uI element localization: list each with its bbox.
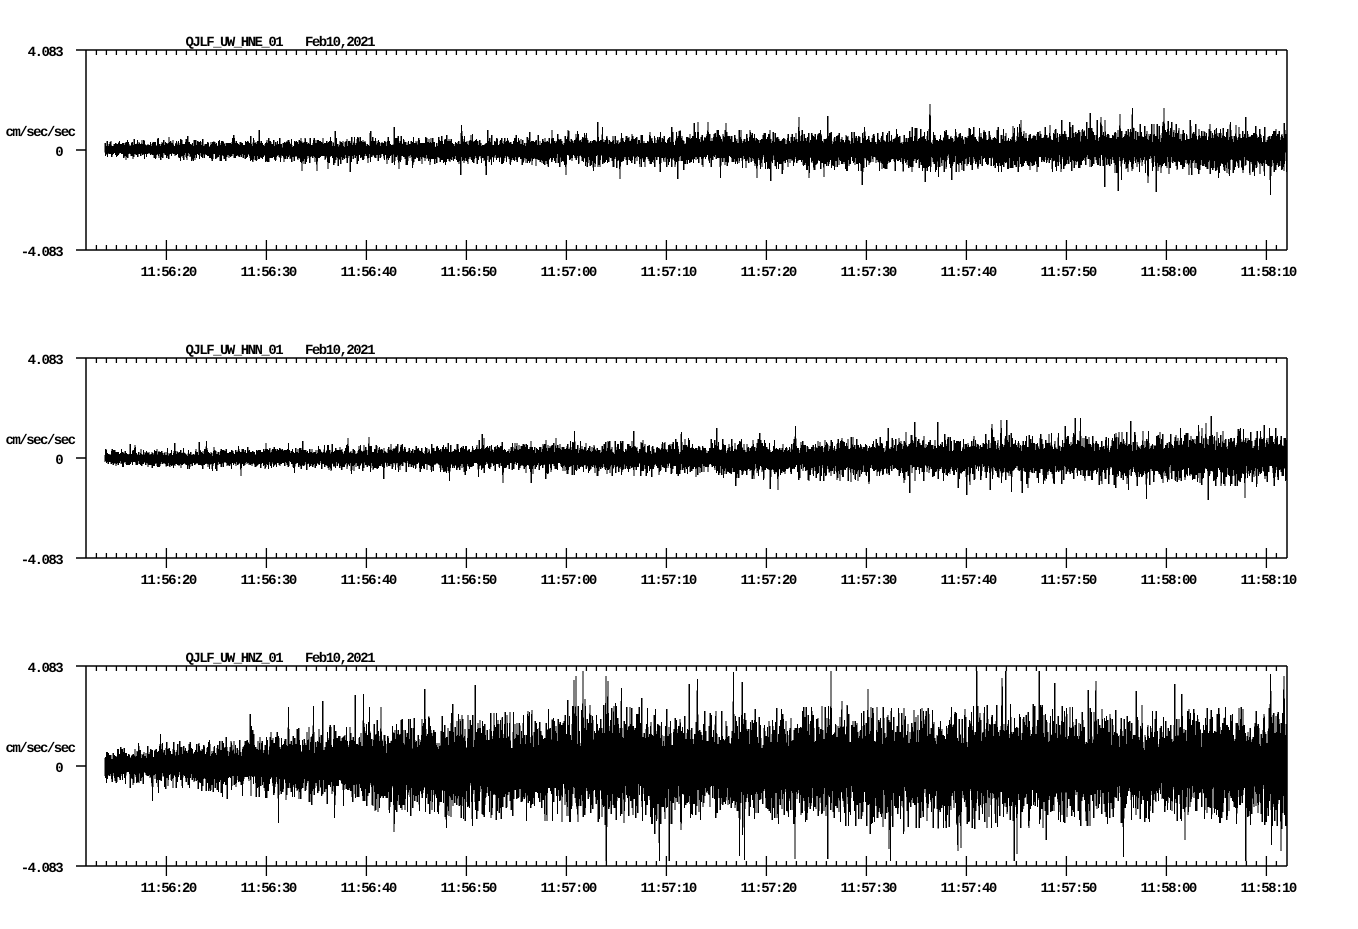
svg-text:4.083: 4.083 xyxy=(28,661,64,677)
svg-text:11:56:20: 11:56:20 xyxy=(141,881,197,897)
svg-text:11:57:10: 11:57:10 xyxy=(641,573,697,589)
svg-text:11:56:20: 11:56:20 xyxy=(141,573,197,589)
svg-text:11:56:30: 11:56:30 xyxy=(241,573,297,589)
svg-text:Feb10,2021: Feb10,2021 xyxy=(305,651,375,667)
svg-text:QJLF_UW_HNN_01: QJLF_UW_HNN_01 xyxy=(186,343,284,359)
svg-text:Feb10,2021: Feb10,2021 xyxy=(305,343,375,359)
svg-text:QJLF_UW_HNE_01: QJLF_UW_HNE_01 xyxy=(186,35,284,51)
svg-text:11:57:50: 11:57:50 xyxy=(1041,265,1097,281)
svg-text:11:58:00: 11:58:00 xyxy=(1141,573,1197,589)
svg-text:4.083: 4.083 xyxy=(28,45,64,61)
svg-text:11:58:10: 11:58:10 xyxy=(1241,573,1297,589)
svg-text:11:57:10: 11:57:10 xyxy=(641,881,697,897)
svg-text:QJLF_UW_HNZ_01: QJLF_UW_HNZ_01 xyxy=(186,651,284,667)
svg-text:11:57:40: 11:57:40 xyxy=(941,881,997,897)
svg-text:11:56:40: 11:56:40 xyxy=(341,881,397,897)
svg-text:11:57:30: 11:57:30 xyxy=(841,265,897,281)
svg-text:11:56:40: 11:56:40 xyxy=(341,573,397,589)
svg-text:11:56:30: 11:56:30 xyxy=(241,881,297,897)
svg-text:11:56:50: 11:56:50 xyxy=(441,265,497,281)
svg-text:cm/sec/sec: cm/sec/sec xyxy=(6,741,76,757)
svg-text:11:57:00: 11:57:00 xyxy=(541,573,597,589)
svg-text:-4.083: -4.083 xyxy=(21,861,64,877)
svg-text:11:57:40: 11:57:40 xyxy=(941,265,997,281)
svg-text:11:57:30: 11:57:30 xyxy=(841,573,897,589)
svg-text:11:57:40: 11:57:40 xyxy=(941,573,997,589)
svg-text:11:57:50: 11:57:50 xyxy=(1041,881,1097,897)
svg-text:cm/sec/sec: cm/sec/sec xyxy=(6,125,76,141)
svg-text:4.083: 4.083 xyxy=(28,353,64,369)
svg-text:-4.083: -4.083 xyxy=(21,245,64,261)
svg-text:11:57:00: 11:57:00 xyxy=(541,265,597,281)
svg-text:0: 0 xyxy=(55,761,63,777)
svg-text:11:56:50: 11:56:50 xyxy=(441,573,497,589)
svg-text:11:57:00: 11:57:00 xyxy=(541,881,597,897)
svg-text:11:57:50: 11:57:50 xyxy=(1041,573,1097,589)
svg-text:11:58:10: 11:58:10 xyxy=(1241,881,1297,897)
svg-text:11:58:10: 11:58:10 xyxy=(1241,265,1297,281)
svg-text:11:56:40: 11:56:40 xyxy=(341,265,397,281)
svg-text:11:57:30: 11:57:30 xyxy=(841,881,897,897)
svg-text:11:58:00: 11:58:00 xyxy=(1141,881,1197,897)
svg-text:11:57:20: 11:57:20 xyxy=(741,265,797,281)
svg-text:0: 0 xyxy=(55,453,63,469)
svg-text:11:57:20: 11:57:20 xyxy=(741,881,797,897)
svg-text:11:58:00: 11:58:00 xyxy=(1141,265,1197,281)
svg-text:cm/sec/sec: cm/sec/sec xyxy=(6,433,76,449)
svg-text:-4.083: -4.083 xyxy=(21,553,64,569)
svg-text:11:56:30: 11:56:30 xyxy=(241,265,297,281)
svg-text:0: 0 xyxy=(55,145,63,161)
svg-text:11:56:50: 11:56:50 xyxy=(441,881,497,897)
svg-text:11:57:10: 11:57:10 xyxy=(641,265,697,281)
svg-text:11:57:20: 11:57:20 xyxy=(741,573,797,589)
svg-text:Feb10,2021: Feb10,2021 xyxy=(305,35,375,51)
svg-text:11:56:20: 11:56:20 xyxy=(141,265,197,281)
